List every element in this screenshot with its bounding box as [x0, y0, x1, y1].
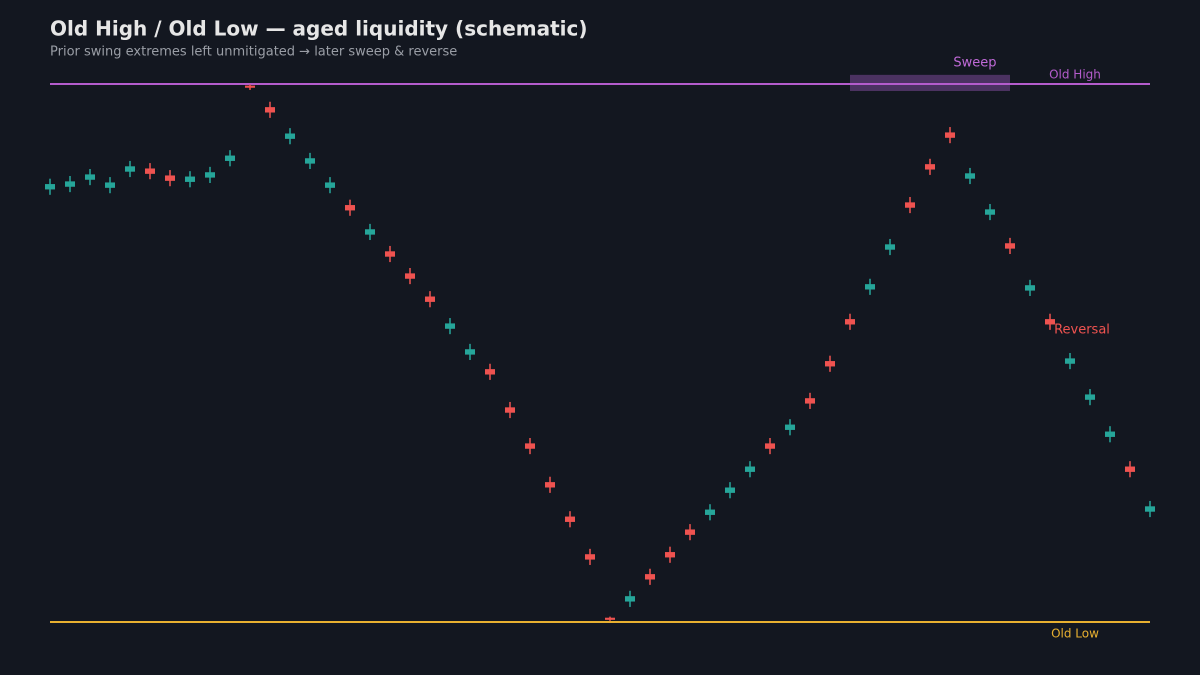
candle-body: [185, 176, 195, 182]
candle-body: [545, 482, 555, 488]
candle-body: [505, 407, 515, 413]
candle-body: [825, 361, 835, 367]
candle-body: [1145, 506, 1155, 512]
candle-body: [1065, 358, 1075, 364]
candle-body: [705, 509, 715, 515]
candle-body: [405, 273, 415, 279]
candle-body: [225, 155, 235, 161]
candle-body: [325, 182, 335, 188]
sweep-zone: [850, 74, 1010, 91]
candle-body: [625, 596, 635, 602]
candle-body: [65, 181, 75, 187]
candle-body: [385, 251, 395, 257]
candle-body: [465, 349, 475, 355]
annotation: Reversal: [1054, 323, 1110, 338]
candle-body: [725, 487, 735, 493]
candle-body: [925, 164, 935, 170]
candle-body: [745, 466, 755, 472]
candle-body: [305, 158, 315, 164]
level-label: Old High: [1049, 68, 1101, 82]
candle-body: [685, 529, 695, 535]
level-label: Old Low: [1051, 627, 1099, 641]
candle-body: [1125, 466, 1135, 472]
candle-body: [105, 182, 115, 188]
candle-body: [1045, 319, 1055, 325]
candle-body: [165, 175, 175, 181]
candle-body: [845, 319, 855, 325]
candle-body: [345, 205, 355, 211]
chart-title: Old High / Old Low — aged liquidity (sch…: [50, 17, 588, 41]
candle-body: [145, 168, 155, 174]
candle-body: [765, 443, 775, 449]
candle-body: [905, 202, 915, 208]
candle-body: [85, 174, 95, 180]
candle-body: [645, 574, 655, 580]
candle-body: [1105, 431, 1115, 437]
candle-body: [525, 443, 535, 449]
candle-body: [125, 166, 135, 172]
candle-body: [1025, 285, 1035, 291]
candle-body: [425, 296, 435, 302]
candle-body: [1005, 243, 1015, 249]
sweep-label: Sweep: [953, 56, 996, 71]
candle-body: [265, 107, 275, 113]
candle-body: [1085, 394, 1095, 400]
candle-body: [485, 369, 495, 375]
candle-body: [365, 229, 375, 235]
candle-body: [285, 133, 295, 139]
candle-body: [565, 516, 575, 522]
candle-body: [785, 424, 795, 430]
candle-body: [45, 184, 55, 190]
candle-body: [585, 554, 595, 560]
candle-body: [245, 85, 255, 88]
candle-body: [605, 617, 615, 620]
candle-body: [885, 244, 895, 250]
candle-body: [205, 172, 215, 178]
candle-body: [865, 284, 875, 290]
candle-body: [665, 552, 675, 558]
candle-body: [805, 398, 815, 404]
chart-subtitle: Prior swing extremes left unmitigated → …: [50, 45, 457, 60]
candle-body: [445, 323, 455, 329]
candle-body: [945, 132, 955, 138]
candle-body: [965, 173, 975, 179]
candle-body: [985, 209, 995, 215]
